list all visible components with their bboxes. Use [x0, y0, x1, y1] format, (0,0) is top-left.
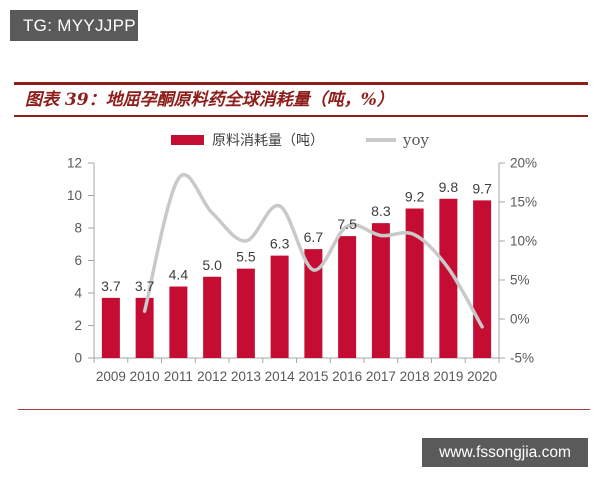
chart-legend: 原料消耗量（吨） yoy — [0, 131, 600, 149]
watermark-bottom-banner: www.fssongjia.com — [422, 438, 588, 467]
legend-bar-swatch — [171, 135, 204, 145]
left-axis-tick-label: 6 — [74, 253, 82, 268]
x-axis-category-label: 2010 — [130, 369, 160, 384]
bar-2013 — [236, 268, 255, 358]
legend-line-label: yoy — [403, 131, 429, 149]
x-axis-category-label: 2009 — [96, 369, 126, 384]
right-axis-tick-label: 15% — [510, 195, 537, 210]
x-axis-category-label: 2015 — [298, 369, 328, 384]
left-axis-tick-label: 8 — [74, 221, 82, 236]
bar-2015 — [304, 249, 323, 358]
bar-value-label: 6.3 — [270, 236, 290, 252]
figure-bottom-rule — [18, 409, 590, 410]
right-axis-tick-label: 5% — [510, 273, 530, 288]
bar-2017 — [371, 223, 390, 358]
bar-value-label: 4.4 — [169, 267, 189, 283]
right-axis-tick-label: 10% — [510, 234, 537, 249]
watermark-top-text: TG: MYYJJPP — [23, 15, 136, 35]
bar-2020 — [473, 200, 492, 358]
bar-value-label: 3.7 — [135, 278, 155, 294]
x-axis-category-label: 2017 — [366, 369, 396, 384]
bar-value-label: 9.2 — [405, 189, 425, 205]
x-axis-category-label: 2014 — [265, 369, 296, 384]
bar-value-label: 9.8 — [439, 179, 459, 195]
bar-2016 — [338, 236, 357, 358]
bar-2010 — [135, 297, 154, 358]
header-bottom-rule — [14, 115, 588, 117]
legend-line-swatch — [366, 138, 396, 142]
bar-2009 — [101, 297, 120, 358]
x-axis-category-label: 2018 — [400, 369, 430, 384]
bar-value-label: 6.7 — [304, 229, 324, 245]
yoy-line — [142, 173, 484, 329]
x-axis-category-label: 2012 — [197, 369, 227, 384]
bar-2012 — [203, 276, 222, 358]
x-axis-category-label: 2013 — [231, 369, 261, 384]
watermark-top-banner: TG: MYYJJPP — [10, 10, 138, 41]
bar-value-label: 8.3 — [371, 203, 391, 219]
bar-2019 — [439, 198, 458, 358]
left-axis-tick-label: 4 — [74, 286, 82, 301]
watermark-bottom-text: www.fssongjia.com — [439, 443, 571, 461]
bar-value-label: 5.0 — [202, 257, 222, 273]
bar-2014 — [270, 255, 289, 358]
right-axis-tick-label: 0% — [510, 312, 530, 327]
x-axis-category-label: 2020 — [467, 369, 497, 384]
bar-2011 — [169, 286, 188, 358]
x-axis-category-label: 2019 — [433, 369, 463, 384]
x-axis-category-label: 2011 — [164, 369, 193, 384]
bar-value-label: 7.5 — [337, 216, 357, 232]
left-axis-tick-label: 0 — [74, 351, 82, 366]
right-axis-tick-label: 20% — [510, 156, 537, 171]
figure-header: 图表 39：地屈孕酮原料药全球消耗量（吨，%） — [14, 82, 588, 117]
bar-value-label: 5.5 — [236, 249, 256, 265]
figure-title: 图表 39：地屈孕酮原料药全球消耗量（吨，%） — [25, 90, 394, 110]
left-axis-tick-label: 12 — [67, 156, 82, 171]
bar-value-label: 3.7 — [101, 278, 121, 294]
header-top-rule — [14, 82, 588, 85]
x-axis-category-label: 2016 — [332, 369, 362, 384]
legend-bar-label: 原料消耗量（吨） — [212, 133, 324, 149]
bar-value-label: 9.7 — [472, 180, 492, 196]
left-axis-tick-label: 10 — [67, 188, 82, 203]
left-axis-tick-label: 2 — [74, 318, 82, 333]
bar-2018 — [405, 208, 424, 358]
right-axis-tick-label: -5% — [510, 351, 534, 366]
